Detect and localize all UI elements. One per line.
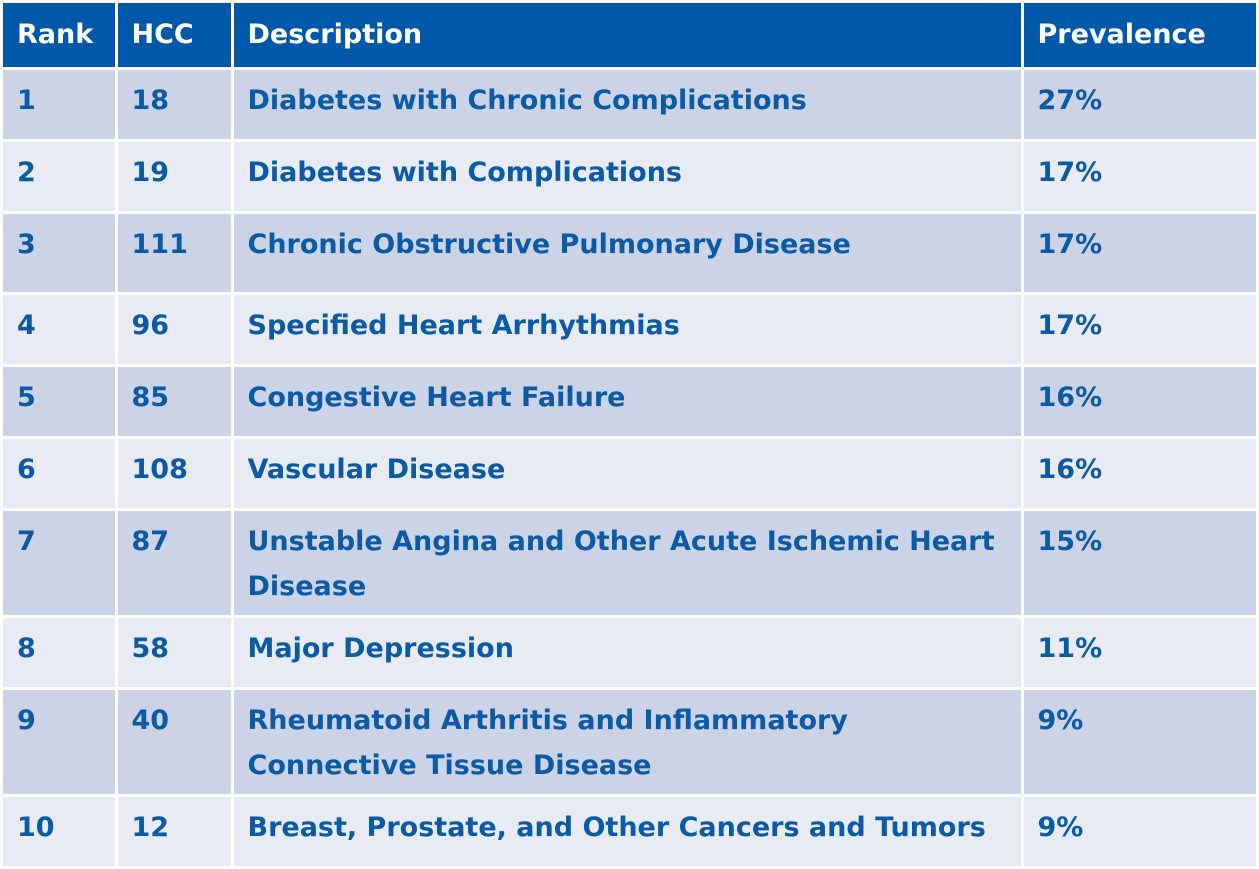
cell-description: Unstable Angina and Other Acute Ischemic…: [232, 509, 1024, 618]
table-row: 9 40 Rheumatoid Arthritis and Inflammato…: [3, 688, 1256, 797]
cell-prevalence: 16%: [1022, 365, 1256, 439]
cell-rank: 4: [3, 293, 118, 367]
cell-description: Diabetes with Chronic Complications: [232, 68, 1024, 142]
cell-prevalence: 11%: [1022, 616, 1256, 690]
table-row: 3 111 Chronic Obstructive Pulmonary Dise…: [3, 212, 1256, 295]
table-row: 4 96 Specified Heart Arrhythmias 17%: [3, 293, 1256, 367]
cell-prevalence: 9%: [1022, 795, 1256, 869]
cell-description: Major Depression: [232, 616, 1024, 690]
cell-rank: 3: [3, 212, 118, 295]
cell-rank: 5: [3, 365, 118, 439]
table-row: 5 85 Congestive Heart Failure 16%: [3, 365, 1256, 439]
cell-description: Diabetes with Complications: [232, 140, 1024, 214]
cell-description: Congestive Heart Failure: [232, 365, 1024, 439]
cell-hcc: 111: [116, 212, 234, 295]
header-description: Description: [232, 3, 1024, 70]
cell-prevalence: 17%: [1022, 212, 1256, 295]
cell-description: Specified Heart Arrhythmias: [232, 293, 1024, 367]
cell-rank: 7: [3, 509, 118, 618]
cell-rank: 6: [3, 437, 118, 511]
cell-rank: 8: [3, 616, 118, 690]
cell-rank: 1: [3, 68, 118, 142]
table-row: 10 12 Breast, Prostate, and Other Cancer…: [3, 795, 1256, 869]
cell-hcc: 18: [116, 68, 234, 142]
cell-description: Breast, Prostate, and Other Cancers and …: [232, 795, 1024, 869]
cell-prevalence: 17%: [1022, 293, 1256, 367]
table-row: 2 19 Diabetes with Complications 17%: [3, 140, 1256, 214]
hcc-prevalence-table: Rank HCC Description Prevalence 1 18 Dia…: [3, 3, 1256, 869]
cell-rank: 10: [3, 795, 118, 869]
cell-hcc: 108: [116, 437, 234, 511]
header-prevalence: Prevalence: [1022, 3, 1256, 70]
cell-hcc: 19: [116, 140, 234, 214]
cell-hcc: 87: [116, 509, 234, 618]
cell-hcc: 40: [116, 688, 234, 797]
cell-prevalence: 9%: [1022, 688, 1256, 797]
table-row: 1 18 Diabetes with Chronic Complications…: [3, 68, 1256, 142]
cell-description: Vascular Disease: [232, 437, 1024, 511]
cell-hcc: 96: [116, 293, 234, 367]
cell-hcc: 12: [116, 795, 234, 869]
cell-prevalence: 16%: [1022, 437, 1256, 511]
cell-rank: 9: [3, 688, 118, 797]
header-hcc: HCC: [116, 3, 234, 70]
cell-rank: 2: [3, 140, 118, 214]
cell-description: Rheumatoid Arthritis and Inflammatory Co…: [232, 688, 1024, 797]
cell-prevalence: 17%: [1022, 140, 1256, 214]
cell-prevalence: 27%: [1022, 68, 1256, 142]
cell-hcc: 85: [116, 365, 234, 439]
cell-prevalence: 15%: [1022, 509, 1256, 618]
header-rank: Rank: [3, 3, 118, 70]
table-row: 6 108 Vascular Disease 16%: [3, 437, 1256, 511]
cell-description: Chronic Obstructive Pulmonary Disease: [232, 212, 1024, 295]
table-row: 7 87 Unstable Angina and Other Acute Isc…: [3, 509, 1256, 618]
cell-hcc: 58: [116, 616, 234, 690]
header-row: Rank HCC Description Prevalence: [3, 3, 1256, 70]
table-row: 8 58 Major Depression 11%: [3, 616, 1256, 690]
